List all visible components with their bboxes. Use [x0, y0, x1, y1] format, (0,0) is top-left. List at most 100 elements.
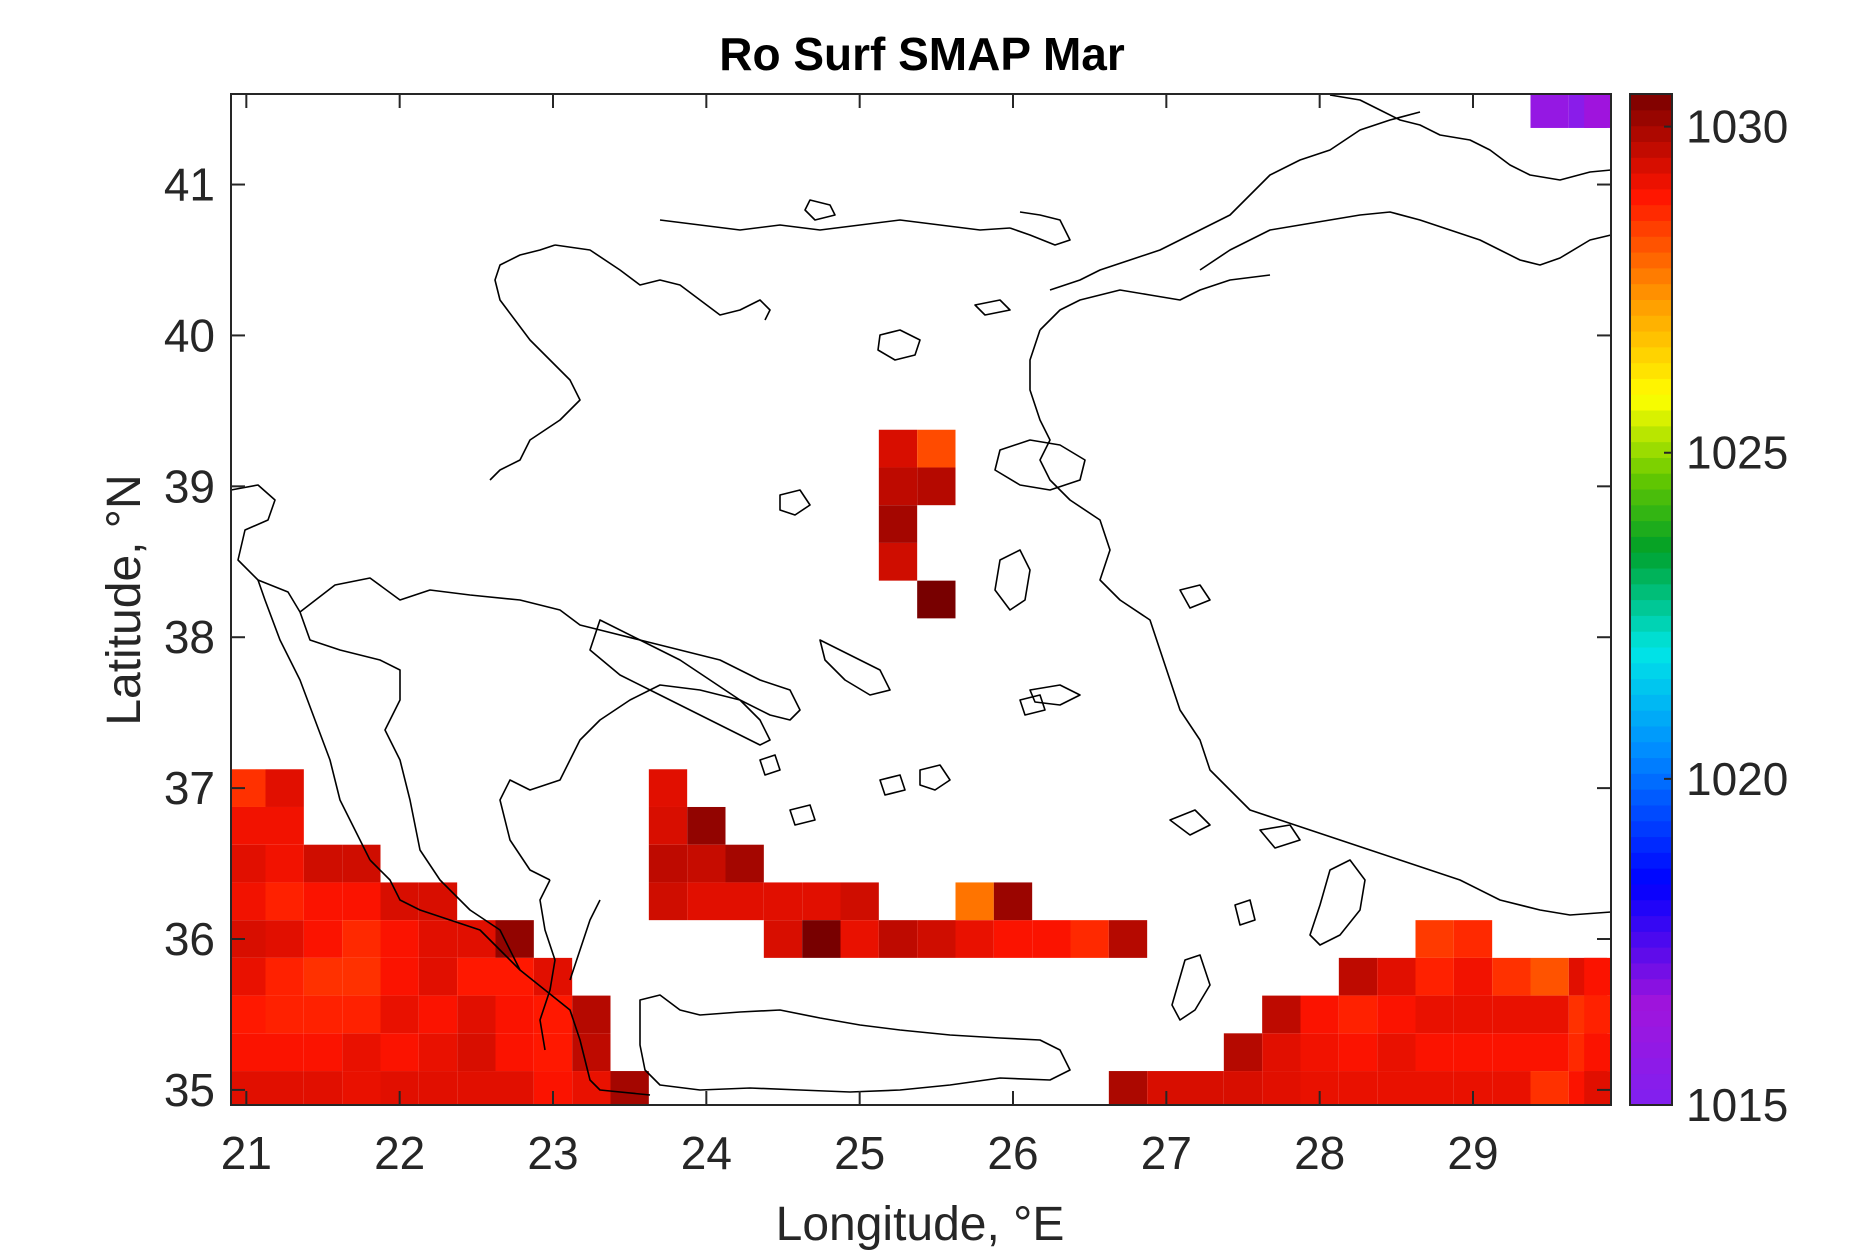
- heatmap-cell: [1584, 995, 1611, 1034]
- heatmap-cell: [1377, 957, 1416, 996]
- heatmap-cell: [1492, 1071, 1531, 1105]
- colorbar-swatch: [1630, 931, 1672, 948]
- colorbar-swatch: [1630, 994, 1672, 1011]
- heatmap-cell: [1108, 1071, 1148, 1105]
- heatmap-cell: [265, 995, 304, 1034]
- heatmap-cell: [1262, 1033, 1301, 1072]
- heatmap-cell: [418, 995, 458, 1034]
- heatmap-cell: [1530, 995, 1569, 1034]
- colorbar-swatch: [1630, 662, 1672, 680]
- heatmap-cell: [342, 882, 381, 921]
- colorbar-swatch: [1630, 330, 1672, 348]
- heatmap-cell: [1108, 920, 1148, 958]
- heatmap-cell: [303, 995, 343, 1034]
- colorbar-swatch: [1630, 425, 1672, 443]
- heatmap-cell: [1453, 920, 1493, 958]
- colorbar-swatch: [1630, 536, 1672, 553]
- heatmap-cell: [993, 882, 1033, 921]
- colorbar-swatch: [1630, 1089, 1672, 1106]
- heatmap-cell: [231, 882, 266, 921]
- heatmap-cell: [1300, 1033, 1339, 1072]
- heatmap-cell: [303, 882, 343, 921]
- heatmap-cell: [648, 882, 688, 921]
- heatmap-cell: [457, 1033, 496, 1072]
- heatmap-cell: [878, 505, 918, 543]
- colorbar: 1015 1020 1025 1030: [1629, 93, 1788, 1131]
- heatmap-cell: [457, 1071, 496, 1105]
- heatmap-cell: [418, 957, 458, 996]
- heatmap-cell: [1415, 1071, 1454, 1105]
- colorbar-swatch: [1630, 915, 1672, 932]
- colorbar-swatch: [1630, 836, 1672, 853]
- colorbar-swatch: [1630, 457, 1672, 474]
- colorbar-swatch: [1630, 172, 1672, 190]
- heatmap-cell: [725, 844, 764, 883]
- heatmap-cell: [878, 467, 918, 506]
- colorbar-swatch: [1630, 283, 1672, 300]
- colorbar-swatch: [1630, 773, 1672, 790]
- heatmap-cell: [495, 995, 534, 1034]
- heatmap-cell: [1415, 957, 1454, 996]
- colorbar-swatch: [1630, 299, 1672, 316]
- heatmap-cell: [993, 920, 1033, 958]
- colorbar-swatch: [1630, 94, 1672, 111]
- heatmap-cell: [917, 467, 956, 506]
- y-tick-label: 38: [164, 611, 215, 663]
- colorbar-swatch: [1630, 820, 1672, 838]
- colorbar-swatch: [1630, 441, 1672, 458]
- colorbar-swatch: [1630, 473, 1672, 490]
- heatmap-cell: [1415, 920, 1454, 958]
- colorbar-swatch: [1630, 1057, 1672, 1075]
- heatmap-cell: [418, 1071, 458, 1105]
- heatmap-cell: [495, 1033, 534, 1072]
- heatmap-cell: [380, 995, 419, 1034]
- colorbar-swatch: [1630, 631, 1672, 648]
- y-tick-label: 41: [164, 159, 215, 211]
- heatmap-cell: [1530, 94, 1569, 128]
- heatmap-cell: [231, 1071, 266, 1105]
- heatmap-cell: [231, 995, 266, 1034]
- colorbar-swatch: [1630, 394, 1672, 411]
- heatmap-cell: [231, 844, 266, 883]
- heatmap-cell: [1584, 957, 1611, 996]
- x-axis-label: Longitude, °E: [776, 1198, 1065, 1250]
- heatmap-cell: [917, 580, 956, 619]
- heatmap-cell: [917, 920, 956, 958]
- y-axis-ticks: 35 36 37 38 39 40 41: [164, 159, 1611, 1116]
- heatmap-cell: [265, 844, 304, 883]
- x-tick-label: 29: [1447, 1127, 1498, 1179]
- heatmap-cell: [1492, 957, 1531, 996]
- colorbar-swatch: [1630, 251, 1672, 269]
- heatmap-cell: [1377, 1071, 1416, 1105]
- colorbar-swatch: [1630, 204, 1672, 221]
- colorbar-ticks: 1015 1020 1025 1030: [1664, 101, 1788, 1131]
- colorbar-swatch: [1630, 741, 1672, 759]
- y-tick-label: 40: [164, 309, 215, 361]
- heatmap-cell: [231, 806, 266, 845]
- heatmap-cell: [1584, 1033, 1611, 1072]
- colorbar-swatch: [1630, 710, 1672, 727]
- heatmap-cell: [265, 769, 304, 807]
- heatmap-cell: [1338, 1033, 1378, 1072]
- heatmap-cell: [917, 429, 956, 468]
- y-axis-label: Latitude, °N: [98, 474, 151, 725]
- heatmap-cell: [1338, 1071, 1378, 1105]
- heatmap-cell: [572, 1033, 611, 1072]
- heatmap-cell: [1584, 1071, 1611, 1105]
- heatmap-cell: [1415, 1033, 1454, 1072]
- heatmap-cell: [1262, 1071, 1301, 1105]
- x-tick-label: 24: [681, 1127, 732, 1179]
- heatmap-cell: [763, 920, 803, 958]
- heatmap-cell: [1185, 1071, 1224, 1105]
- heatmap-cell: [231, 957, 266, 996]
- heatmap-cell: [763, 882, 803, 921]
- colorbar-swatch: [1630, 188, 1672, 206]
- colorbar-swatch: [1630, 315, 1672, 332]
- colorbar-swatch: [1630, 378, 1672, 395]
- colorbar-swatch: [1630, 125, 1672, 142]
- x-tick-label: 22: [374, 1127, 425, 1179]
- heatmap-cell: [1338, 957, 1378, 996]
- colorbar-swatch: [1630, 599, 1672, 616]
- heatmap-cell: [1032, 920, 1071, 958]
